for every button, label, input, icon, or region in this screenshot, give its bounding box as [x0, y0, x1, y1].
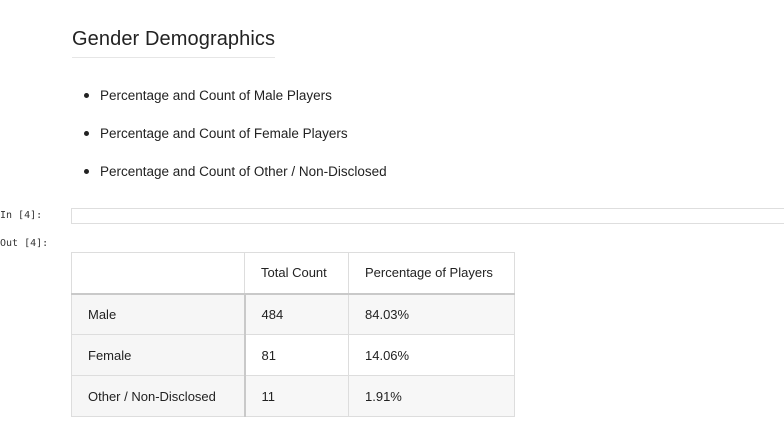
total-count-cell: 81: [244, 334, 349, 376]
row-label: Female: [71, 334, 246, 376]
bullet-item-male: Percentage and Count of Male Players: [80, 86, 387, 124]
code-cell-input[interactable]: [71, 208, 784, 224]
dataframe-table: Total Count Percentage of Players Male 4…: [71, 252, 515, 417]
table-row: Female 81 14.06%: [71, 334, 515, 376]
table-corner-cell: [71, 252, 245, 295]
bullet-list: Percentage and Count of Male Players Per…: [80, 86, 387, 200]
percentage-cell: 1.91%: [348, 375, 515, 417]
row-label: Male: [71, 293, 246, 335]
bullet-item-other: Percentage and Count of Other / Non-Disc…: [80, 162, 387, 200]
percentage-cell: 14.06%: [348, 334, 515, 376]
percentage-cell: 84.03%: [348, 293, 515, 335]
output-prompt: Out [4]:: [0, 238, 49, 249]
section-heading: Gender Demographics: [72, 28, 276, 58]
total-count-cell: 11: [244, 375, 349, 417]
table-row: Other / Non-Disclosed 11 1.91%: [71, 375, 515, 417]
table-row: Male 484 84.03%: [71, 293, 515, 335]
row-label: Other / Non-Disclosed: [71, 375, 246, 417]
column-header-total-count: Total Count: [244, 252, 349, 295]
bullet-item-female: Percentage and Count of Female Players: [80, 124, 387, 162]
table-header-row: Total Count Percentage of Players: [71, 252, 515, 295]
total-count-cell: 484: [244, 293, 349, 335]
column-header-percentage: Percentage of Players: [348, 252, 515, 295]
input-prompt: In [4]:: [0, 210, 43, 221]
